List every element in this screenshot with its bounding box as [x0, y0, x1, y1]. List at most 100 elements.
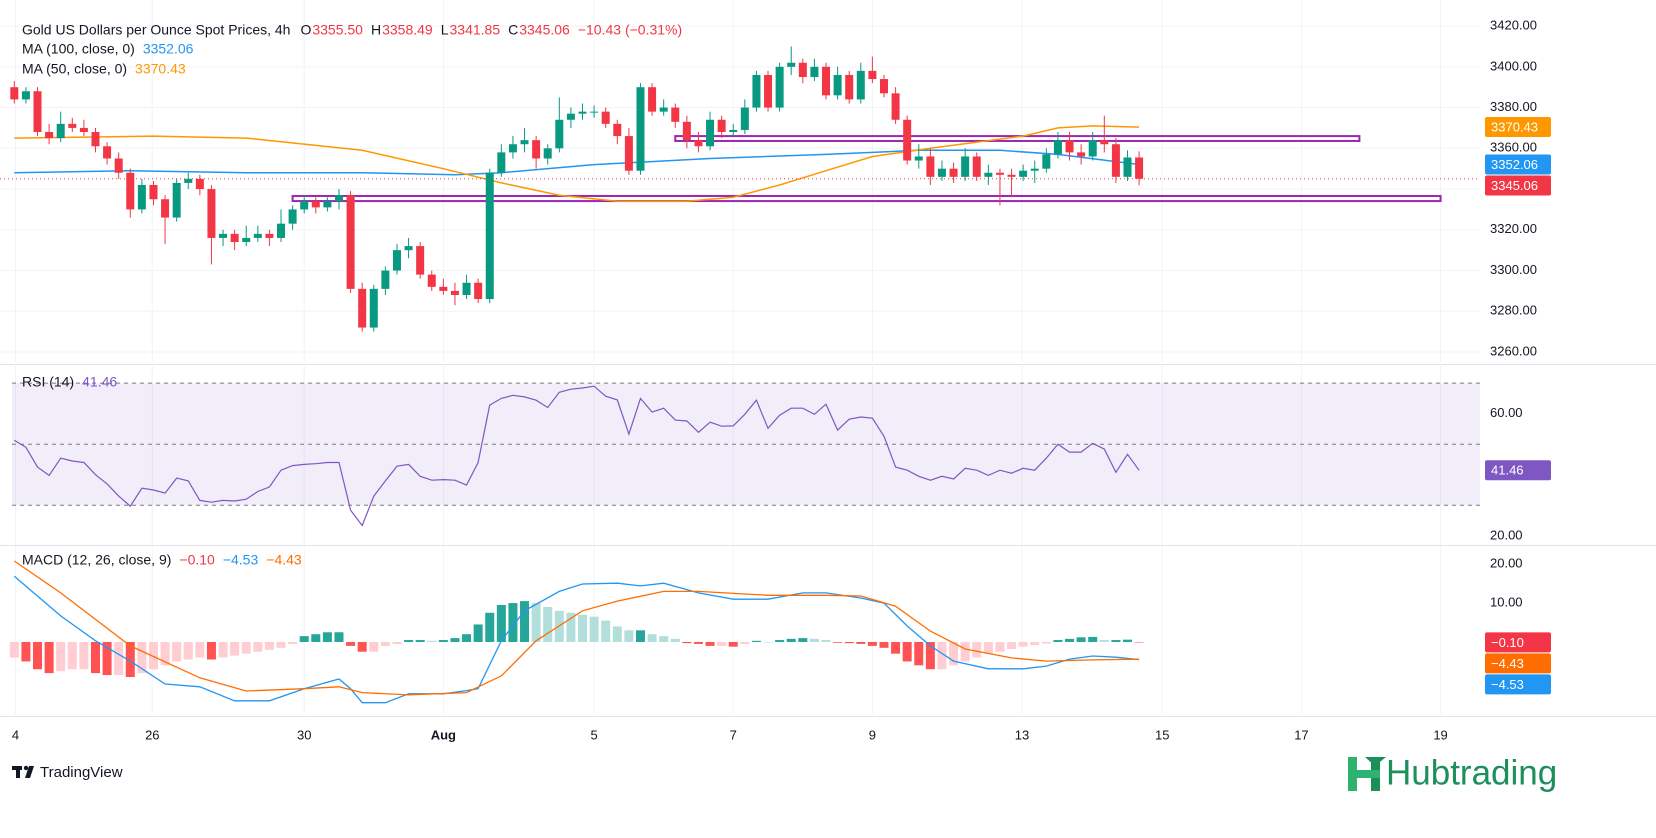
macd-histogram-bar: [879, 641, 889, 648]
candle-body: [822, 66, 831, 96]
macd-histogram-bar: [1122, 639, 1132, 642]
candle-body: [891, 93, 900, 120]
candle-body: [636, 87, 645, 171]
candle-body: [10, 87, 19, 100]
candle-body: [334, 195, 343, 202]
candle-body: [1042, 154, 1051, 169]
candle-body: [346, 195, 355, 289]
legend-value: −4.43: [266, 552, 302, 568]
x-tick-label: 4: [12, 727, 19, 742]
legend-label: MACD (12, 26, close, 9): [22, 552, 171, 568]
logo-shape: [1348, 770, 1380, 778]
candle-body: [764, 74, 773, 108]
candle-body: [369, 288, 378, 328]
candle-body: [358, 288, 367, 328]
logo-shape: [16, 766, 20, 778]
macd-histogram-bar: [299, 636, 309, 642]
candle-body: [578, 111, 587, 114]
candle-body: [845, 74, 854, 100]
macd-histogram-bar: [462, 634, 472, 642]
price-badge: [1485, 674, 1551, 695]
candle-body: [752, 74, 761, 108]
candle-body: [404, 246, 413, 251]
macd-histogram-bar: [809, 638, 819, 642]
price-badge: [1485, 117, 1551, 138]
price-badge-label: −4.43: [1491, 656, 1524, 671]
macd-histogram-bar: [844, 641, 854, 644]
price-change: −10.43 (−0.31%): [578, 22, 682, 38]
candle-body: [230, 233, 239, 243]
candle-body: [474, 282, 483, 300]
logo-shape: [1365, 757, 1386, 766]
candle-body: [33, 91, 42, 133]
macd-histogram-bar: [125, 641, 135, 678]
y-tick-label: 60.00: [1490, 405, 1523, 420]
candle-body: [543, 148, 552, 159]
macd-histogram-bar: [717, 641, 727, 646]
macd-histogram-bar: [450, 638, 460, 642]
macd-histogram-bar: [891, 641, 901, 654]
candle-body: [381, 270, 390, 289]
candle-body: [300, 201, 309, 210]
candle-body: [810, 66, 819, 78]
price-badge: [1485, 632, 1551, 653]
candle-body: [253, 233, 262, 238]
candle-body: [937, 168, 946, 177]
candle-body: [856, 70, 865, 100]
macd-histogram-bar: [392, 641, 402, 644]
macd-histogram-bar: [44, 641, 54, 674]
tradingview-logo: [12, 765, 34, 778]
macd-histogram-bar: [775, 640, 785, 642]
macd-histogram-bar: [485, 612, 495, 642]
macd-histogram-bar: [728, 641, 738, 647]
macd-histogram-bar: [995, 641, 1005, 652]
macd-histogram-bar: [1065, 638, 1075, 642]
candle-body: [392, 250, 401, 271]
candle-body: [706, 119, 715, 147]
macd-histogram-bar: [369, 641, 379, 652]
candle-body: [103, 146, 112, 159]
macd-histogram-bar: [983, 641, 993, 654]
legend-value: 41.46: [82, 374, 117, 390]
ohlc-value: 3341.85: [450, 22, 501, 38]
price-badge-label: −0.10: [1491, 635, 1524, 650]
macd-histogram-bar: [1076, 637, 1086, 642]
macd-histogram-bar: [427, 640, 437, 642]
macd-histogram-bar: [357, 641, 367, 652]
macd-histogram-bar: [160, 641, 170, 666]
macd-histogram-bar: [230, 641, 240, 656]
candle-body: [995, 172, 1004, 175]
candle-body: [648, 87, 657, 112]
candle-body: [555, 119, 564, 149]
legend-label: MA (50, close, 0): [22, 61, 127, 77]
price-badge-label: −4.53: [1491, 677, 1524, 692]
price-zone: [674, 135, 1361, 142]
macd-histogram-bar: [566, 612, 576, 642]
macd-histogram-bar: [195, 641, 205, 658]
candle-body: [1019, 170, 1028, 177]
candle-body: [1100, 140, 1109, 145]
price-badge: [1485, 653, 1551, 674]
candle-body: [79, 127, 88, 133]
candle-body: [427, 274, 436, 287]
macd-histogram-bar: [79, 641, 89, 670]
footer-brand: TradingView: [40, 764, 123, 781]
ohlc-value: 3355.50: [312, 22, 363, 38]
candle-body: [195, 178, 204, 190]
candle-body: [242, 237, 251, 243]
macd-histogram-bar: [960, 641, 970, 662]
macd-histogram-bar: [867, 641, 877, 646]
macd-histogram-bar: [473, 624, 483, 642]
macd-histogram-bar: [914, 641, 924, 666]
candle-body: [56, 123, 65, 139]
macd-histogram-bar: [241, 641, 251, 654]
macd-histogram-bar: [856, 641, 866, 644]
candle-body: [462, 282, 471, 295]
macd-histogram-bar: [1088, 636, 1098, 642]
y-tick-label: 3420.00: [1490, 18, 1537, 33]
candle-body: [787, 62, 796, 67]
ohlc-key: O: [300, 22, 311, 38]
candle-body: [868, 70, 877, 80]
candle-body: [485, 172, 494, 300]
